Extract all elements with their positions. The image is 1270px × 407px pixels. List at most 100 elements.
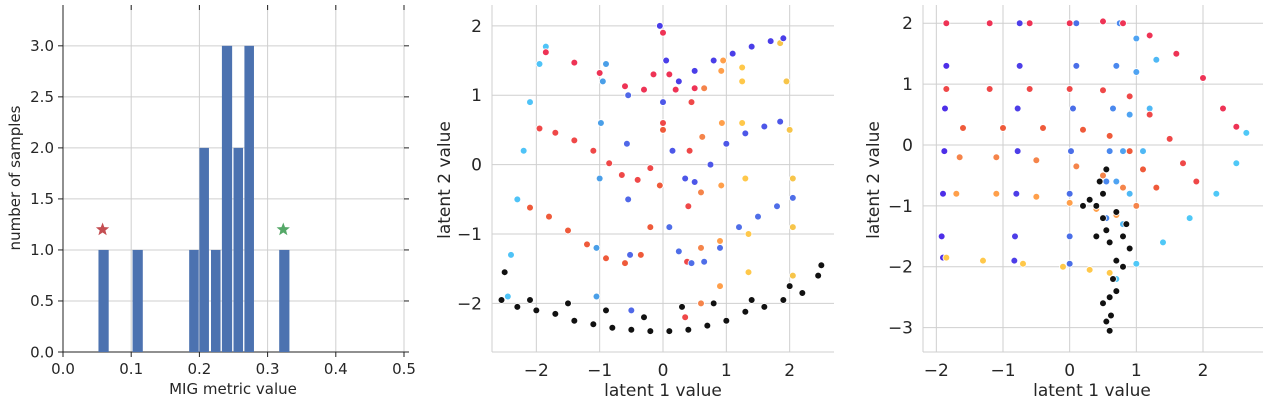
scatter-point — [668, 146, 677, 155]
scatter-point — [1039, 124, 1047, 132]
scatter-point — [526, 203, 534, 212]
scatter-point — [627, 325, 636, 334]
x-tick-label: −1 — [587, 361, 612, 381]
scatter-point — [621, 259, 629, 267]
scatter-point — [564, 226, 572, 235]
scatter-point — [789, 223, 797, 231]
scatter-point — [690, 67, 699, 75]
x-axis-label-2: latent 1 value — [1033, 381, 1151, 401]
scatter-point — [605, 159, 613, 168]
bar — [189, 249, 199, 352]
scatter-point — [1105, 147, 1114, 155]
scatter-point — [595, 69, 604, 77]
scatter-point — [1132, 259, 1141, 268]
scatter-point — [542, 48, 550, 56]
scatter-point — [1112, 208, 1121, 216]
scatter-point — [1242, 129, 1251, 137]
y-tick-label: 2.5 — [30, 88, 54, 106]
scatter-point — [697, 188, 705, 197]
scatter-point — [500, 268, 509, 276]
scatter-point — [735, 223, 743, 231]
scatter-point — [1085, 266, 1094, 274]
bar — [221, 45, 233, 353]
scatter-point — [1015, 19, 1024, 28]
scatter-point — [1079, 202, 1087, 210]
scatter-point — [717, 67, 726, 75]
points-2 — [937, 17, 1251, 335]
scatter-point — [1145, 110, 1154, 119]
scatter-point — [1065, 85, 1074, 93]
y-tick-label: 0 — [902, 136, 913, 156]
scatter-point — [937, 232, 946, 241]
scatter-point — [665, 327, 674, 335]
scatter-point — [1032, 156, 1041, 165]
scatter-point — [1105, 132, 1114, 140]
scatter-point — [1172, 49, 1181, 58]
scatter-point — [519, 146, 528, 155]
scatter-point — [681, 313, 689, 322]
x-axis-label-1: latent 1 value — [604, 381, 722, 401]
scatter-point — [592, 244, 601, 252]
scatter-point — [1125, 147, 1134, 155]
ticks-2: −2 −1 0 1 2 −3 −2 −1 0 1 2 — [888, 14, 1208, 381]
scatter-point — [716, 282, 724, 290]
scatter-point — [513, 195, 522, 204]
x-tick-label: −2 — [924, 361, 949, 381]
scatter-point — [760, 122, 769, 131]
scatter-point — [1109, 275, 1117, 283]
scatter-point — [779, 34, 788, 43]
panel-latent-scatter-1: −2 −1 0 1 2 −2 −1 0 1 2 latent 1 value latent 2 v… — [435, 5, 834, 401]
scatter-point — [1102, 177, 1111, 186]
scatter-point — [709, 56, 718, 65]
scatter-point — [1119, 183, 1127, 192]
scatter-point — [659, 126, 667, 134]
y-tick-label: −2 — [888, 258, 913, 278]
x-tick-label: 2 — [784, 361, 795, 381]
scatter-point — [1232, 122, 1241, 131]
scatter-point — [665, 70, 674, 79]
bar — [233, 147, 244, 352]
scatter-point — [1105, 293, 1114, 302]
scatter-point — [665, 223, 674, 231]
scatter-point — [624, 91, 632, 100]
y-tick-label: 2 — [471, 17, 482, 37]
y-tick-label: 2 — [902, 14, 913, 34]
scatter-point — [698, 133, 707, 141]
y-tick-label: 3.0 — [30, 37, 54, 55]
scatter-point — [1212, 189, 1221, 198]
scatter-point — [504, 292, 512, 301]
scatter-point — [1099, 189, 1107, 198]
scatter-point — [656, 22, 664, 30]
scatter-point — [992, 189, 1001, 198]
y-tick-label: −3 — [888, 319, 913, 339]
scatter-point — [649, 70, 658, 79]
x-tick-label: 0.2 — [187, 360, 211, 378]
x-tick-label: 0 — [658, 361, 669, 381]
scatter-point — [718, 119, 726, 127]
scatter-point — [1099, 86, 1107, 95]
scatter-point — [1072, 62, 1081, 70]
scatter-point — [741, 129, 750, 138]
x-tick-label: 1 — [721, 361, 732, 381]
scatter-point — [747, 42, 756, 51]
scatter-point — [779, 296, 788, 304]
bar — [244, 45, 254, 353]
scatter-point — [633, 176, 642, 184]
scatter-point — [507, 251, 515, 259]
scatter-point — [681, 174, 689, 183]
scatter-point — [979, 256, 987, 265]
panel-latent-scatter-2: −2 −1 0 1 2 −3 −2 −1 0 1 2 latent 1 value latent 2… — [864, 5, 1263, 401]
scatter-point — [1145, 31, 1154, 40]
scatter-point — [1219, 104, 1227, 113]
scatter-point — [789, 194, 797, 202]
scatter-point — [1099, 299, 1107, 308]
scatter-point — [618, 171, 626, 179]
x-tick-label: 0.4 — [324, 360, 348, 378]
x-tick-label: 1 — [1131, 361, 1142, 381]
scatter-point — [738, 77, 746, 86]
scatter-point — [678, 303, 686, 311]
scatter-point — [798, 289, 807, 297]
scatter-point — [1179, 159, 1187, 168]
scatter-point — [1102, 317, 1111, 326]
